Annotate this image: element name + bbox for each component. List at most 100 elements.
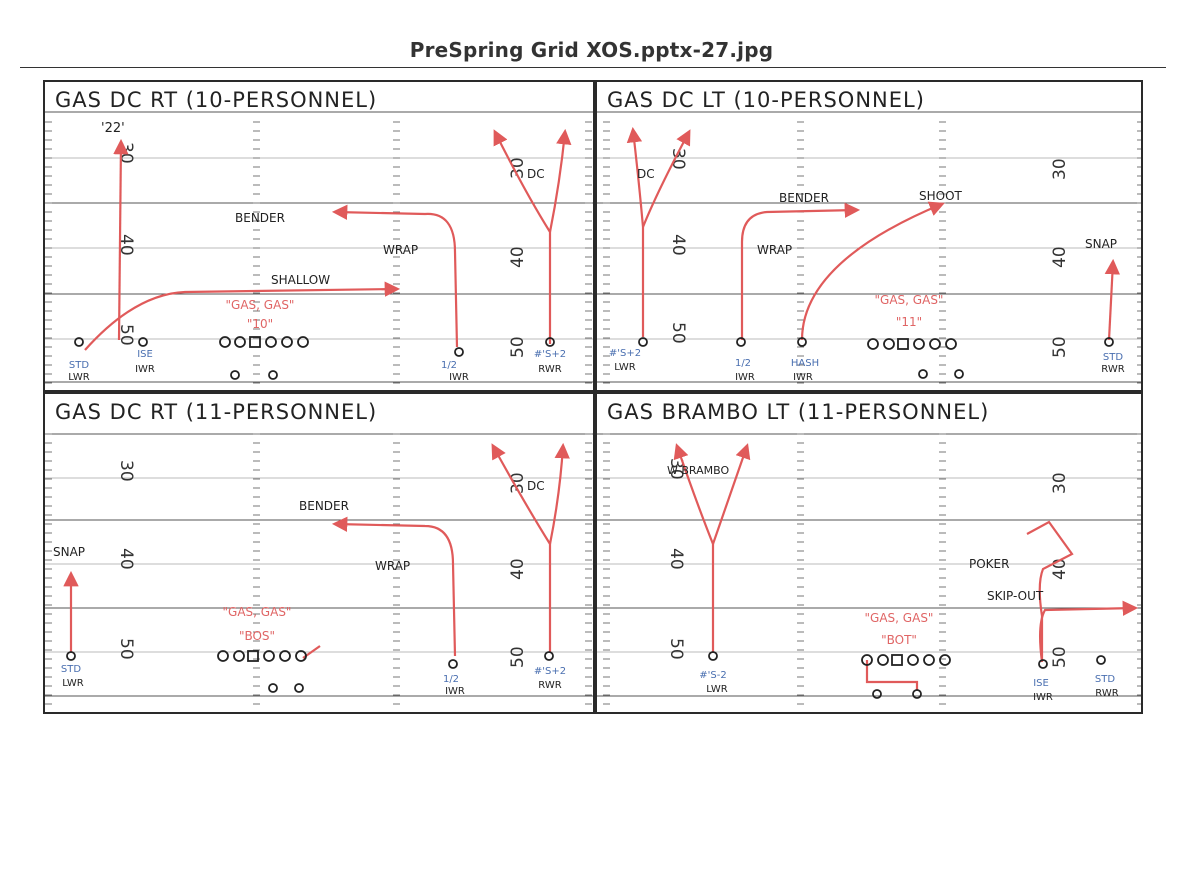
play-title: GAS DC LT (10-PERSONNEL)	[607, 88, 925, 112]
yard-number: 40	[668, 234, 688, 256]
routes	[63, 442, 570, 659]
position-label: LWR	[62, 678, 84, 689]
call-line-2: "11"	[896, 315, 922, 329]
yard-number: 50	[508, 336, 528, 358]
yard-number: 40	[1050, 558, 1070, 580]
play-panel-3: 30 40 50 30 40 50 SNAP BENDER WRAP DC	[43, 392, 595, 714]
alignment-label: 1/2	[441, 360, 457, 371]
yard-number: 30	[508, 472, 528, 494]
yard-number: 50	[668, 322, 688, 344]
yard-number: 30	[116, 460, 136, 482]
route-label: BENDER	[299, 499, 349, 513]
yard-number: 50	[1050, 336, 1070, 358]
call-line-2: "BOT"	[881, 633, 917, 647]
position-label: IWR	[1033, 692, 1053, 703]
yard-number: 50	[116, 638, 136, 660]
route-dc-left	[493, 129, 552, 344]
route-label: SHOOT	[919, 189, 963, 203]
position-label: LWR	[706, 684, 728, 695]
yard-lines	[45, 433, 593, 697]
play-panel-4: 30 40 50 30 40 50 W BRAMBO POKER SKIP-OU…	[595, 392, 1143, 714]
call-line-1: "GAS, GAS"	[865, 611, 934, 625]
hash-marks	[603, 433, 1141, 705]
field-diagram-1: 30 40 50 30 40 50 '22' BENDER WRAP SHALL…	[45, 111, 593, 384]
play-panel-1: 30 40 50 30 40 50 '22' BENDER WRAP SHALL…	[43, 80, 595, 392]
alignment-label: HASH	[791, 358, 819, 369]
alignment-label: STD	[69, 360, 89, 371]
call-line-2: "BOS"	[239, 629, 275, 643]
route-label: SNAP	[1085, 237, 1117, 251]
position-label: IWR	[445, 686, 465, 697]
route-label: WRAP	[757, 243, 792, 257]
route-label: DC	[527, 479, 545, 493]
title-divider	[20, 67, 1166, 68]
alignment-label: #'S+2	[609, 348, 641, 359]
route-label: SKIP-OUT	[987, 589, 1044, 603]
alignment-label: #'S-2	[699, 670, 726, 681]
alignment-label: 1/2	[443, 674, 459, 685]
document-title: PreSpring Grid XOS.pptx-27.jpg	[409, 38, 774, 62]
yard-number: 50	[666, 638, 686, 660]
position-label: RWR	[538, 364, 561, 375]
yard-number: 30	[666, 458, 686, 480]
alignment-label: #'S+2	[534, 349, 566, 360]
route-label: DC	[527, 167, 545, 181]
route-label: POKER	[969, 557, 1009, 571]
alignment-label: STD	[1095, 674, 1115, 685]
yard-number: 40	[508, 246, 528, 268]
route-label: BENDER	[779, 191, 829, 205]
play-title: GAS DC RT (10-PERSONNEL)	[55, 88, 378, 112]
formation	[66, 650, 554, 693]
call-line-1: "GAS, GAS"	[223, 605, 292, 619]
alignment-label: ISE	[137, 349, 153, 360]
position-label: IWR	[449, 372, 469, 383]
position-label: LWR	[614, 362, 636, 373]
hash-marks	[45, 433, 592, 705]
position-label: LWR	[68, 372, 90, 383]
position-label: RWR	[538, 680, 561, 691]
alignment-label: STD	[61, 664, 81, 675]
yard-number: 40	[116, 548, 136, 570]
routes	[626, 126, 1121, 341]
formation	[708, 651, 1106, 699]
route-label: SHALLOW	[271, 273, 330, 287]
alignment-label: 1/2	[735, 358, 751, 369]
field-diagram-3: 30 40 50 30 40 50 SNAP BENDER WRAP DC	[45, 433, 593, 705]
route-label: BENDER	[235, 211, 285, 225]
route-label: DC	[637, 167, 655, 181]
play-title: GAS BRAMBO LT (11-PERSONNEL)	[607, 400, 990, 424]
route-22	[113, 138, 129, 341]
position-label: RWR	[1095, 688, 1118, 699]
position-label: IWR	[793, 372, 813, 383]
call-line-1: "GAS, GAS"	[226, 298, 295, 312]
yard-number: 30	[508, 157, 528, 179]
yard-number: 30	[116, 142, 136, 164]
alignment-label: STD	[1103, 352, 1123, 363]
yard-number: 40	[1050, 246, 1070, 268]
field-diagram-2: 30 40 50 30 40 50 DC BENDER WRAP SHOOT S…	[597, 111, 1141, 384]
formation	[638, 337, 1114, 379]
formation	[74, 336, 555, 380]
yard-number: 30	[1050, 158, 1070, 180]
position-label: RWR	[1101, 364, 1124, 375]
yard-number: 30	[1050, 472, 1070, 494]
route-shallow	[84, 281, 401, 351]
position-label: IWR	[735, 372, 755, 383]
yard-number: 50	[508, 646, 528, 668]
route-label: W BRAMBO	[667, 464, 729, 477]
yard-lines	[597, 433, 1141, 697]
route-dc-right	[548, 128, 572, 233]
yard-number: 40	[666, 548, 686, 570]
play-title: GAS DC RT (11-PERSONNEL)	[55, 400, 378, 424]
route-label: WRAP	[383, 243, 418, 257]
route-label: WRAP	[375, 559, 410, 573]
route-label: SNAP	[53, 545, 85, 559]
play-panel-2: 30 40 50 30 40 50 DC BENDER WRAP SHOOT S…	[595, 80, 1143, 392]
yard-number: 40	[508, 558, 528, 580]
routes	[84, 128, 572, 351]
alignment-label: #'S+2	[534, 666, 566, 677]
yard-lines	[45, 111, 593, 383]
alignment-label: ISE	[1033, 678, 1049, 689]
hash-marks	[45, 121, 592, 384]
call-line-2: "10"	[247, 317, 273, 331]
